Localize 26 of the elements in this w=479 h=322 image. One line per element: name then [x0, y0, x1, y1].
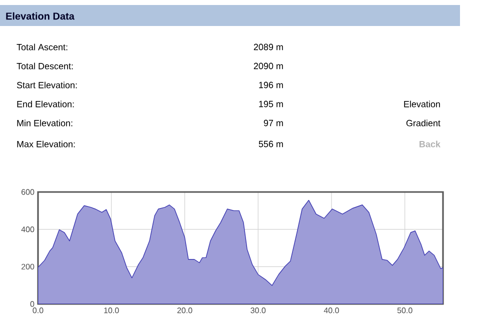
text: End Elevation: — [17, 100, 74, 108]
text: Total Ascent: — [16, 44, 68, 50]
text: 2089 m — [254, 44, 283, 50]
text: Max Elevation: — [17, 140, 75, 148]
text: Gradient — [406, 120, 440, 126]
text: Back — [420, 140, 440, 148]
x-tick-label: 10.0 — [104, 308, 119, 314]
x-tick-label: 50.0 — [397, 308, 412, 314]
y-tick-label: 600 — [22, 189, 34, 195]
text: 195 m — [259, 100, 283, 108]
text: Elevation — [404, 100, 440, 108]
x-tick-label: 0.0 — [32, 308, 44, 314]
text: 196 m — [259, 82, 283, 88]
x-tick-label: 30.0 — [250, 308, 266, 314]
text: Min Elevation: — [17, 120, 72, 126]
text: 556 m — [258, 140, 283, 148]
text: Total Descent: — [16, 62, 73, 70]
text: 2090 m — [254, 62, 283, 70]
x-tick-label: 40.0 — [324, 308, 339, 314]
x-tick-label: 20.0 — [177, 308, 192, 314]
y-tick-label: 400 — [21, 226, 34, 232]
chart-title: Elevation Data — [6, 12, 75, 20]
text: 97 m — [264, 120, 283, 126]
y-tick-label: 0 — [30, 301, 34, 307]
text: Start Elevation: — [16, 82, 77, 88]
y-tick-label: 200 — [22, 264, 34, 270]
